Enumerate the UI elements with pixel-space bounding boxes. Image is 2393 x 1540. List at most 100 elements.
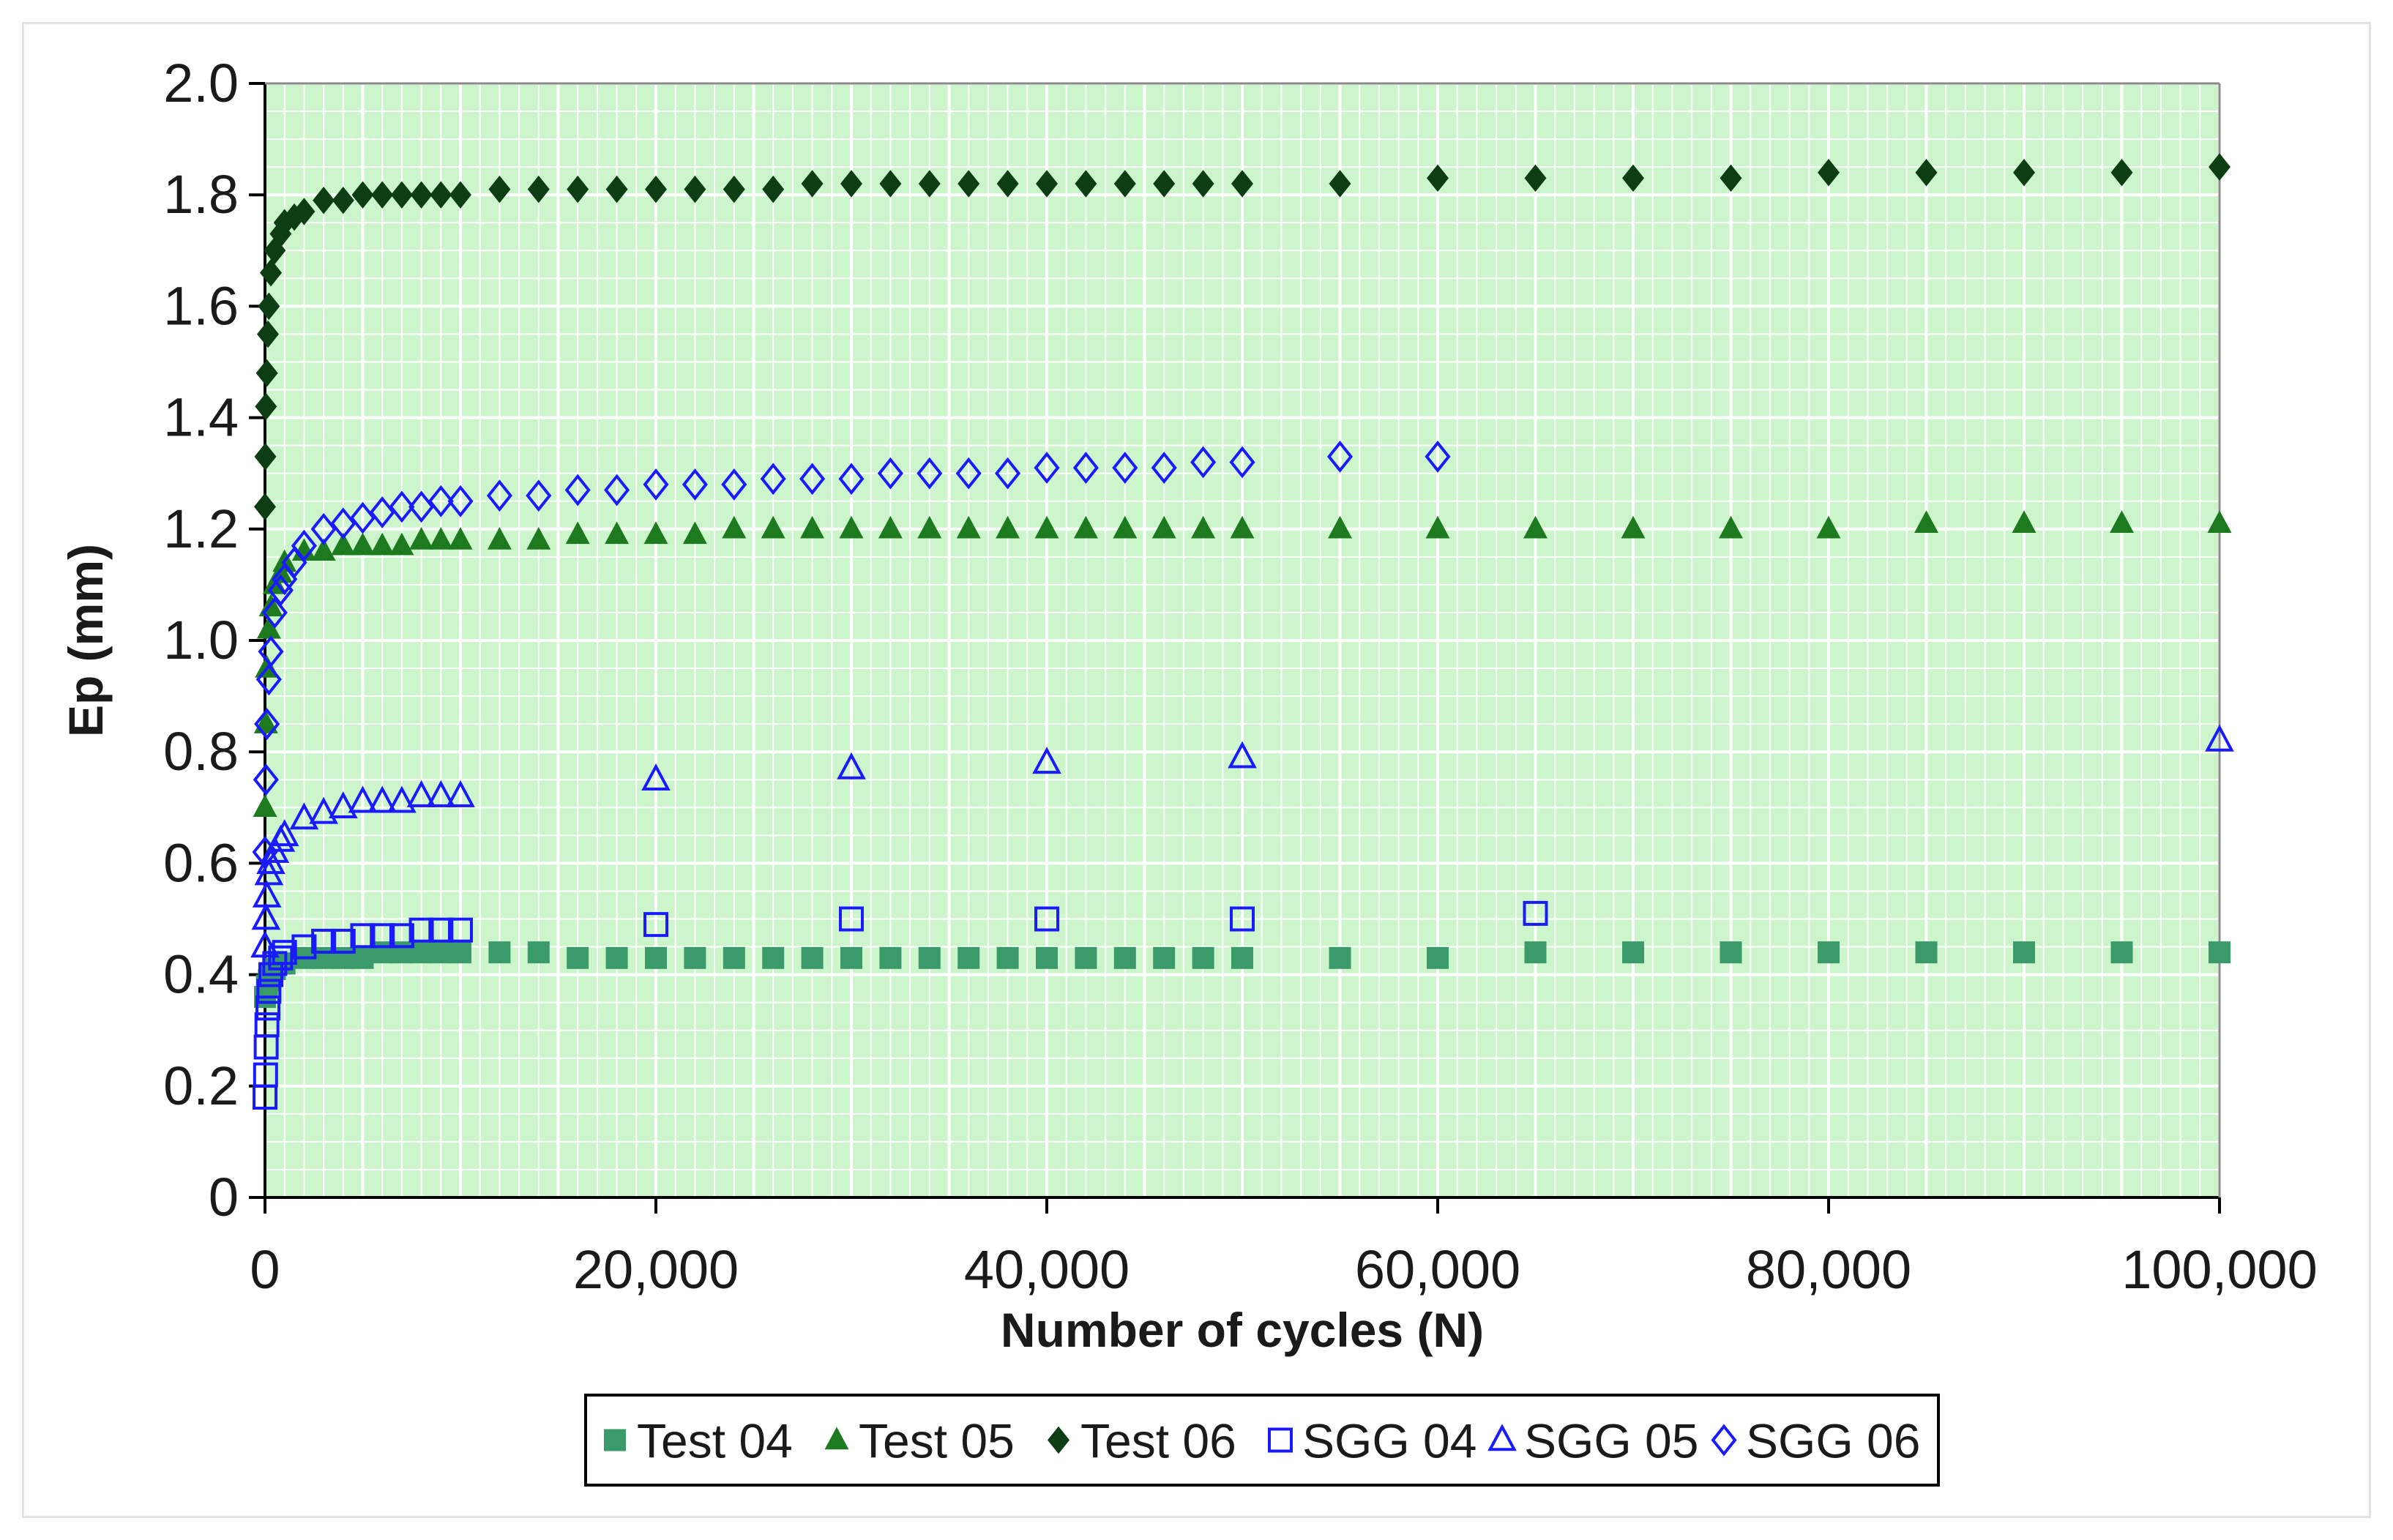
- data-point: [1523, 900, 1548, 926]
- legend-marker: [1711, 1424, 1737, 1457]
- data-point: [1818, 941, 1840, 964]
- data-point: [2013, 941, 2035, 964]
- data-point: [2013, 159, 2035, 187]
- data-point: [1075, 946, 1097, 969]
- x-tick-label: 100,000: [2121, 1239, 2318, 1300]
- y-tick-label: 0: [209, 1167, 239, 1227]
- data-point: [328, 791, 358, 819]
- data-point: [1113, 515, 1138, 539]
- data-point: [251, 902, 281, 930]
- data-point: [252, 836, 278, 869]
- x-axis-ticks: 0 20,000 40,000 60,000 80,000 100,000: [250, 1197, 2318, 1300]
- data-point: [1032, 747, 1061, 774]
- legend-label: SGG 06: [1746, 1414, 1920, 1468]
- data-point: [1425, 515, 1450, 539]
- data-point: [1427, 164, 1449, 192]
- data-point: [261, 596, 288, 629]
- data-point: [1329, 946, 1351, 969]
- data-point: [605, 521, 630, 545]
- data-point: [1231, 170, 1253, 198]
- data-point: [721, 468, 747, 501]
- data-point: [837, 752, 866, 780]
- data-point: [2110, 941, 2133, 964]
- data-point: [1036, 170, 1058, 198]
- y-tick-label: 1.8: [163, 164, 239, 225]
- data-point: [487, 527, 512, 550]
- chart-frame: [22, 22, 2371, 1518]
- series-sgg-05: [250, 724, 2234, 958]
- data-point: [389, 923, 414, 949]
- data-point: [254, 493, 276, 521]
- data-point: [349, 501, 376, 534]
- data-point: [389, 490, 415, 523]
- data-point: [387, 785, 417, 813]
- data-point: [604, 474, 630, 507]
- data-point: [995, 457, 1021, 490]
- data-point: [256, 979, 282, 1004]
- data-point: [996, 170, 1019, 198]
- data-point: [526, 527, 551, 550]
- data-point: [878, 515, 903, 539]
- y-tick-label: 1.4: [163, 387, 239, 448]
- data-point: [252, 880, 282, 908]
- data-point: [645, 175, 667, 203]
- gridlines: [264, 82, 2221, 1199]
- data-point: [254, 1012, 280, 1038]
- data-point: [1425, 440, 1451, 473]
- data-point: [2110, 510, 2134, 533]
- data-point: [369, 496, 395, 528]
- data-point: [879, 170, 902, 198]
- data-point: [1034, 906, 1059, 932]
- data-point: [682, 521, 707, 545]
- data-point: [1113, 170, 1136, 198]
- data-point: [1328, 515, 1352, 539]
- data-point: [311, 928, 337, 954]
- data-point: [269, 819, 299, 847]
- data-point: [760, 463, 786, 496]
- legend-label: Test 05: [859, 1414, 1015, 1468]
- data-point: [1192, 170, 1214, 198]
- data-point: [255, 359, 278, 387]
- data-point: [426, 780, 456, 807]
- data-point: [268, 945, 294, 971]
- data-point: [1153, 946, 1176, 969]
- data-point: [430, 181, 452, 209]
- data-point: [448, 527, 473, 550]
- data-point: [1228, 741, 1257, 769]
- data-point: [918, 946, 941, 969]
- data-point: [684, 175, 706, 203]
- data-point: [801, 170, 824, 198]
- series-test-06: [254, 153, 2230, 521]
- data-point: [250, 930, 280, 958]
- data-point: [311, 538, 336, 561]
- data-point: [310, 512, 337, 545]
- data-point: [406, 780, 436, 807]
- data-point: [1524, 941, 1547, 964]
- x-axis-title: Number of cycles (N): [1001, 1303, 1484, 1357]
- y-tick-label: 0.4: [163, 944, 239, 1005]
- data-point: [449, 941, 471, 964]
- data-point: [408, 917, 434, 943]
- data-point: [1230, 906, 1255, 932]
- y-tick-label: 1.2: [163, 498, 239, 559]
- data-point: [877, 457, 903, 490]
- data-point: [293, 198, 316, 225]
- data-point: [254, 708, 280, 741]
- data-point: [1075, 170, 1097, 198]
- legend-marker: [1048, 1426, 1069, 1454]
- data-point: [1816, 515, 1841, 539]
- data-point: [448, 917, 473, 943]
- data-point: [565, 521, 590, 545]
- data-point: [367, 785, 397, 813]
- data-point: [916, 457, 943, 490]
- legend-box: [584, 1394, 1940, 1487]
- data-point: [1113, 946, 1136, 969]
- data-point: [389, 532, 414, 556]
- data-point: [258, 635, 284, 668]
- data-point: [1621, 515, 1646, 539]
- data-point: [723, 175, 745, 203]
- data-point: [2012, 510, 2037, 533]
- legend: Test 04 Test 05 Test 06 SGG 04 SGG 05 SGG 06: [584, 1394, 1940, 1487]
- data-point: [567, 175, 589, 203]
- data-point: [1231, 946, 1253, 969]
